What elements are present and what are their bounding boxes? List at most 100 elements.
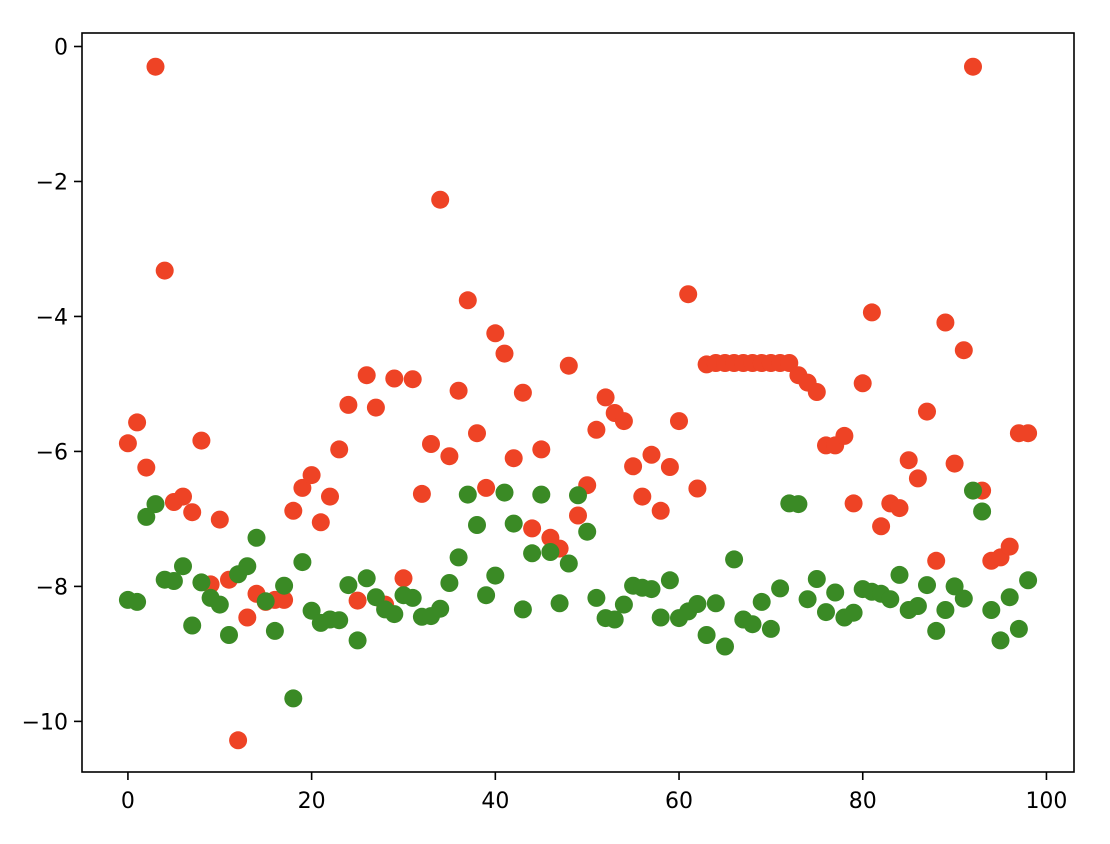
data-point bbox=[302, 466, 321, 485]
data-point bbox=[569, 506, 587, 525]
x-tick-label: 40 bbox=[481, 789, 509, 814]
data-point bbox=[853, 374, 872, 393]
data-point bbox=[468, 516, 486, 534]
data-point bbox=[256, 592, 275, 611]
data-point bbox=[862, 303, 881, 322]
data-point bbox=[431, 599, 450, 618]
data-point bbox=[366, 588, 385, 607]
y-tick-label: 0 bbox=[54, 35, 68, 60]
data-point bbox=[945, 577, 964, 596]
data-point bbox=[311, 513, 330, 532]
data-point bbox=[486, 324, 505, 343]
data-point bbox=[495, 483, 514, 502]
data-point bbox=[752, 592, 771, 611]
data-point bbox=[265, 621, 284, 640]
data-point bbox=[210, 595, 229, 614]
data-point bbox=[844, 603, 863, 622]
data-point bbox=[220, 626, 238, 644]
data-point bbox=[174, 487, 192, 506]
data-point bbox=[679, 285, 698, 304]
data-point bbox=[817, 603, 835, 622]
data-point bbox=[559, 554, 578, 573]
data-point bbox=[605, 610, 624, 629]
data-point bbox=[449, 548, 468, 567]
series-0 bbox=[118, 57, 1038, 750]
data-point bbox=[155, 261, 174, 280]
data-point bbox=[927, 621, 946, 640]
data-point bbox=[449, 381, 468, 400]
data-point bbox=[275, 590, 294, 609]
data-point bbox=[486, 566, 505, 585]
data-point bbox=[174, 557, 192, 576]
data-point bbox=[642, 580, 661, 599]
data-point bbox=[587, 588, 606, 607]
data-point bbox=[1019, 424, 1038, 443]
data-point bbox=[761, 619, 780, 638]
data-point bbox=[330, 611, 349, 630]
data-point bbox=[651, 501, 670, 520]
data-point bbox=[991, 631, 1010, 650]
data-point bbox=[412, 484, 431, 503]
data-point bbox=[330, 440, 349, 459]
data-point bbox=[118, 434, 137, 453]
data-point bbox=[238, 608, 257, 627]
data-point bbox=[164, 572, 183, 590]
data-point bbox=[128, 592, 147, 611]
data-point bbox=[872, 517, 891, 536]
data-point bbox=[954, 589, 973, 608]
data-point bbox=[578, 522, 597, 541]
data-point bbox=[798, 590, 817, 609]
data-point bbox=[504, 449, 523, 468]
data-point bbox=[183, 503, 202, 522]
data-point bbox=[293, 478, 312, 497]
x-axis: 0 20 40 60 80 100 bbox=[121, 772, 1067, 814]
data-point bbox=[403, 370, 422, 389]
data-point bbox=[504, 514, 523, 533]
data-point bbox=[614, 412, 633, 431]
data-point bbox=[458, 291, 477, 310]
points-layer bbox=[118, 57, 1038, 750]
y-tick-label: −6 bbox=[36, 440, 68, 465]
data-point bbox=[247, 528, 266, 547]
data-point bbox=[192, 573, 211, 592]
x-tick-label: 80 bbox=[849, 789, 877, 814]
data-point bbox=[146, 495, 165, 514]
data-point bbox=[366, 398, 385, 417]
x-tick-label: 100 bbox=[1025, 789, 1067, 814]
data-point bbox=[670, 412, 688, 431]
x-tick-label: 0 bbox=[121, 789, 135, 814]
data-point bbox=[789, 495, 808, 514]
data-point bbox=[908, 469, 927, 488]
data-point bbox=[743, 615, 762, 634]
data-point bbox=[918, 402, 936, 421]
data-point bbox=[339, 395, 358, 414]
y-axis: 0 −2 −4 −6 −8 −10 bbox=[22, 35, 82, 735]
data-point bbox=[210, 510, 229, 529]
data-point bbox=[1009, 619, 1028, 638]
data-point bbox=[964, 57, 982, 76]
data-point bbox=[716, 637, 734, 656]
data-point bbox=[321, 487, 339, 506]
y-tick-label: −2 bbox=[36, 170, 68, 195]
data-point bbox=[1000, 588, 1019, 607]
data-point bbox=[357, 366, 376, 385]
data-point bbox=[513, 383, 532, 402]
data-point bbox=[293, 553, 312, 572]
data-point bbox=[183, 616, 202, 635]
data-point bbox=[890, 565, 909, 584]
data-point bbox=[422, 435, 440, 453]
data-point bbox=[844, 494, 863, 513]
data-point bbox=[881, 590, 900, 609]
data-point bbox=[587, 420, 606, 439]
data-point bbox=[403, 588, 422, 607]
data-point bbox=[569, 486, 587, 505]
data-point bbox=[128, 413, 147, 432]
data-point bbox=[982, 601, 1001, 619]
data-point bbox=[927, 551, 946, 570]
data-point bbox=[137, 507, 156, 526]
data-point bbox=[523, 519, 542, 538]
data-point bbox=[532, 485, 551, 504]
y-tick-label: −8 bbox=[36, 575, 68, 600]
